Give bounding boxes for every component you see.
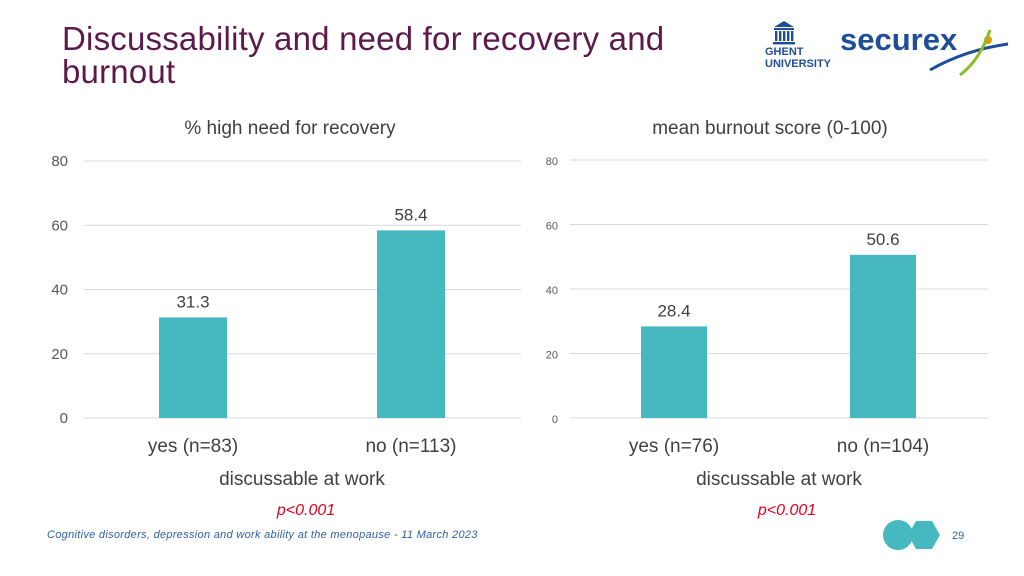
chart2-ytick-label: 60 bbox=[546, 221, 558, 233]
chart1-pvalue: p<0.001 bbox=[276, 502, 336, 519]
ghent-university-logo bbox=[773, 21, 795, 45]
chart2-bar-0 bbox=[641, 326, 707, 418]
chart1-ytick-label: 0 bbox=[60, 410, 68, 427]
chart2-ytick-label: 40 bbox=[546, 285, 558, 297]
chart1-ytick-label: 40 bbox=[51, 282, 68, 299]
slide-title: Discussability and need for recovery and… bbox=[62, 20, 665, 90]
chart2-bar-1 bbox=[850, 254, 916, 418]
chart1-ytick-label: 20 bbox=[51, 346, 68, 363]
chart2-data-label-1: 50.6 bbox=[866, 230, 899, 249]
chart1-data-label-1: 58.4 bbox=[394, 205, 427, 224]
chart1-data-label-0: 31.3 bbox=[176, 292, 209, 311]
chart2-ytick-label: 0 bbox=[552, 414, 558, 426]
securex-logo: securex bbox=[840, 22, 1009, 77]
chart1-ytick-label: 60 bbox=[51, 217, 68, 234]
chart2-data-label-0: 28.4 bbox=[657, 301, 690, 320]
hexagon-decoration bbox=[883, 520, 940, 550]
chart2-category-yes: yes (n=76) bbox=[628, 436, 720, 457]
chart1-xlabel: discussable at work bbox=[219, 469, 385, 490]
chart1-ytick-label: 80 bbox=[51, 153, 68, 170]
chart1-category-yes: yes (n=83) bbox=[147, 436, 239, 457]
ghent-logo-text: GHENT UNIVERSITY bbox=[765, 46, 832, 70]
chart2-ytick-label: 80 bbox=[546, 156, 558, 168]
chart2-xlabel: discussable at work bbox=[696, 469, 862, 490]
svg-text:securex: securex bbox=[840, 22, 958, 57]
chart1-category-no: no (n=113) bbox=[365, 436, 457, 457]
chart2-pvalue: p<0.001 bbox=[757, 502, 817, 519]
chart2-category-no: no (n=104) bbox=[836, 436, 930, 457]
footer-text: Cognitive disorders, depression and work… bbox=[47, 529, 478, 541]
page-number: 29 bbox=[952, 530, 965, 542]
chart1-bar-1 bbox=[377, 230, 445, 418]
chart1-title: % high need for recovery bbox=[184, 118, 396, 139]
chart2-title: mean burnout score (0-100) bbox=[652, 118, 888, 139]
chart1-bar-0 bbox=[159, 317, 227, 418]
chart2-ytick-label: 20 bbox=[546, 350, 558, 362]
